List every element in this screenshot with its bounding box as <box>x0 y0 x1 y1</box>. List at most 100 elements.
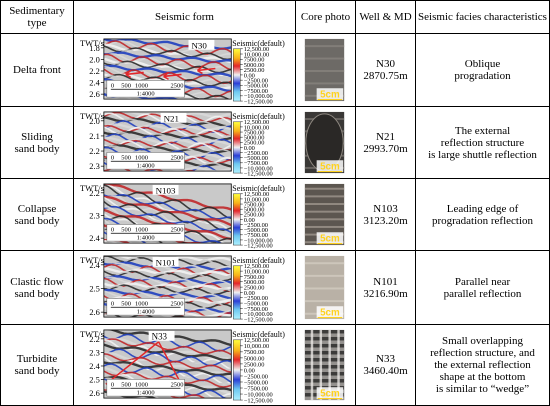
twt-tick-label: 2.3 <box>89 347 100 357</box>
core-texture-band <box>304 287 345 290</box>
type-line: Clastic flow <box>10 275 64 288</box>
seismic-panel-border <box>103 38 232 100</box>
measured-depth: 3216.90m <box>363 287 408 300</box>
twt-tick-label: 2.5 <box>89 375 100 385</box>
legend-value: 2500.00 <box>244 284 265 291</box>
core-texture-band <box>304 382 345 387</box>
core-scale-label: 5cm <box>320 308 340 319</box>
twt-axis-label: TWT/s <box>80 111 104 121</box>
well-name: N30 <box>376 58 395 70</box>
facies-characteristics-cell: Leading edge of progradation reflection <box>415 178 550 251</box>
legend-value: 12,500.00 <box>244 46 269 53</box>
scale-tick-label: 1000 <box>135 382 148 389</box>
legend-value: 10,000.00 <box>244 124 269 131</box>
seismic-reflector <box>103 124 232 138</box>
legend-value: 7500.00 <box>244 129 265 136</box>
sedimentary-type-cell: Sliding sand body <box>0 106 74 179</box>
scale-bar-box <box>106 80 185 98</box>
seismic-reflector <box>103 343 232 362</box>
legend-value: 7500.00 <box>244 349 265 356</box>
seismic-section-figure: TWT/s2.0 2.1 2.2 2.3 N21 0 500 1000 2500 1:4000 Se… <box>80 111 285 178</box>
core-photo-image: 5cm <box>304 183 345 246</box>
twt-tick-label: 2.0 <box>89 54 100 64</box>
core-photo-cell: 5cm <box>295 106 356 179</box>
sedimentary-type-cell: Turbidite sand body <box>0 324 74 406</box>
twt-tick-label: 2.2 <box>89 66 100 76</box>
core-texture-band <box>304 187 345 190</box>
core-photo-image: 5cm <box>304 329 345 401</box>
core-scale-box <box>316 160 344 173</box>
seismic-reflector <box>103 390 158 399</box>
core-texture-band <box>304 82 345 85</box>
seismic-reflector <box>103 270 232 282</box>
facies-line: parallel reflection <box>443 287 522 300</box>
core-texture-band <box>304 300 345 303</box>
core-texture-band <box>304 218 345 221</box>
facies-row: Sliding sand body TWT/s 2.0 2.1 2.2 2.3 N21 0 500… <box>0 106 550 179</box>
core-texture-band <box>304 347 345 351</box>
core-texture-band <box>337 329 340 401</box>
scale-tick-label: 2500 <box>171 83 184 90</box>
progradation-arrow <box>196 65 216 75</box>
legend-value: 2500.00 <box>244 212 265 219</box>
legend-title: Seismic(default) <box>232 256 285 265</box>
scale-ratio: 1:4000 <box>137 309 155 316</box>
legend-value: 12,500.00 <box>244 191 269 198</box>
seismic-form-cell: TWT/s 2.0 2.1 2.2 2.3 N21 0 500 1000 2500 1:4000 Se… <box>73 106 296 179</box>
facies-row: Delta front TWT/s 1.8 2.0 2.2 2.4 2.6 N30 0 500 10… <box>0 33 550 107</box>
core-scale-label: 5cm <box>320 162 340 173</box>
legend-value: 12,500.00 <box>244 263 269 270</box>
legend-value: −2500.00 <box>244 150 268 157</box>
type-line: Sliding <box>21 130 53 143</box>
legend-value: 10,000.00 <box>244 196 269 203</box>
core-texture-band <box>328 329 331 401</box>
sedimentary-type-cell: Collapse sand body <box>0 178 74 251</box>
seismic-reflector <box>103 370 232 388</box>
legend-value: −5000.00 <box>244 83 268 90</box>
legend-value: 0.00 <box>244 367 255 374</box>
core-texture-band <box>304 70 345 72</box>
seismic-section-figure: TWT/s2.4 2.5 2.6 N101 0 500 1000 2500 1:4000 Seis… <box>80 255 285 324</box>
seismic-reflector <box>103 57 232 78</box>
core-scale-label: 5cm <box>320 234 340 245</box>
header-core-photo: Core photo <box>295 0 356 34</box>
twt-tick-label: 2.3 <box>89 161 100 171</box>
scale-tick-label: 500 <box>121 155 131 162</box>
twt-tick-label: 2.4 <box>89 233 100 243</box>
core-photo-cell: 5cm <box>295 33 356 107</box>
legend-title: Seismic(default) <box>232 184 285 193</box>
header-well-md: Well & MD <box>355 0 416 34</box>
legend-colorbar <box>233 193 241 246</box>
seismic-reflector <box>103 282 232 291</box>
facies-line: Oblique <box>464 58 501 70</box>
core-texture-band <box>304 225 345 228</box>
seismic-well-label: N103 <box>156 185 176 195</box>
core-photo-image: 5cm <box>304 111 345 174</box>
facies-characteristics-cell: Oblique progradation <box>415 33 550 107</box>
scale-ratio: 1:4000 <box>137 91 155 98</box>
legend-title: Seismic(default) <box>232 39 285 48</box>
twt-axis-label: TWT/s <box>80 329 104 339</box>
legend-value: 0.00 <box>244 72 255 79</box>
well-name: N21 <box>376 130 395 143</box>
core-photo-cell: 5cm <box>295 324 356 406</box>
core-texture-band <box>304 361 345 365</box>
legend-value: −12,500.00 <box>244 170 273 177</box>
core-scale-box <box>316 88 344 101</box>
core-texture-band <box>304 368 345 373</box>
type-line: sand body <box>14 214 60 227</box>
scale-tick-label: 500 <box>121 301 131 308</box>
legend-value: −10,000.00 <box>244 165 273 172</box>
core-scale-label: 5cm <box>320 90 340 101</box>
legend-value: −10,000.00 <box>244 311 273 318</box>
legend-value: −7500.00 <box>244 160 268 167</box>
legend-value: −10,000.00 <box>244 391 273 398</box>
twt-axis-label: TWT/s <box>80 38 104 48</box>
well-md-cell: N21 2993.70m <box>355 106 416 179</box>
legend-value: 5000.00 <box>244 135 265 142</box>
measured-depth: 2870.75m <box>363 70 408 82</box>
twt-tick-label: 2.6 <box>89 307 100 317</box>
scale-bar-box <box>106 224 185 242</box>
facies-line: Parallel near <box>454 275 511 288</box>
legend-colorbar <box>233 339 241 401</box>
